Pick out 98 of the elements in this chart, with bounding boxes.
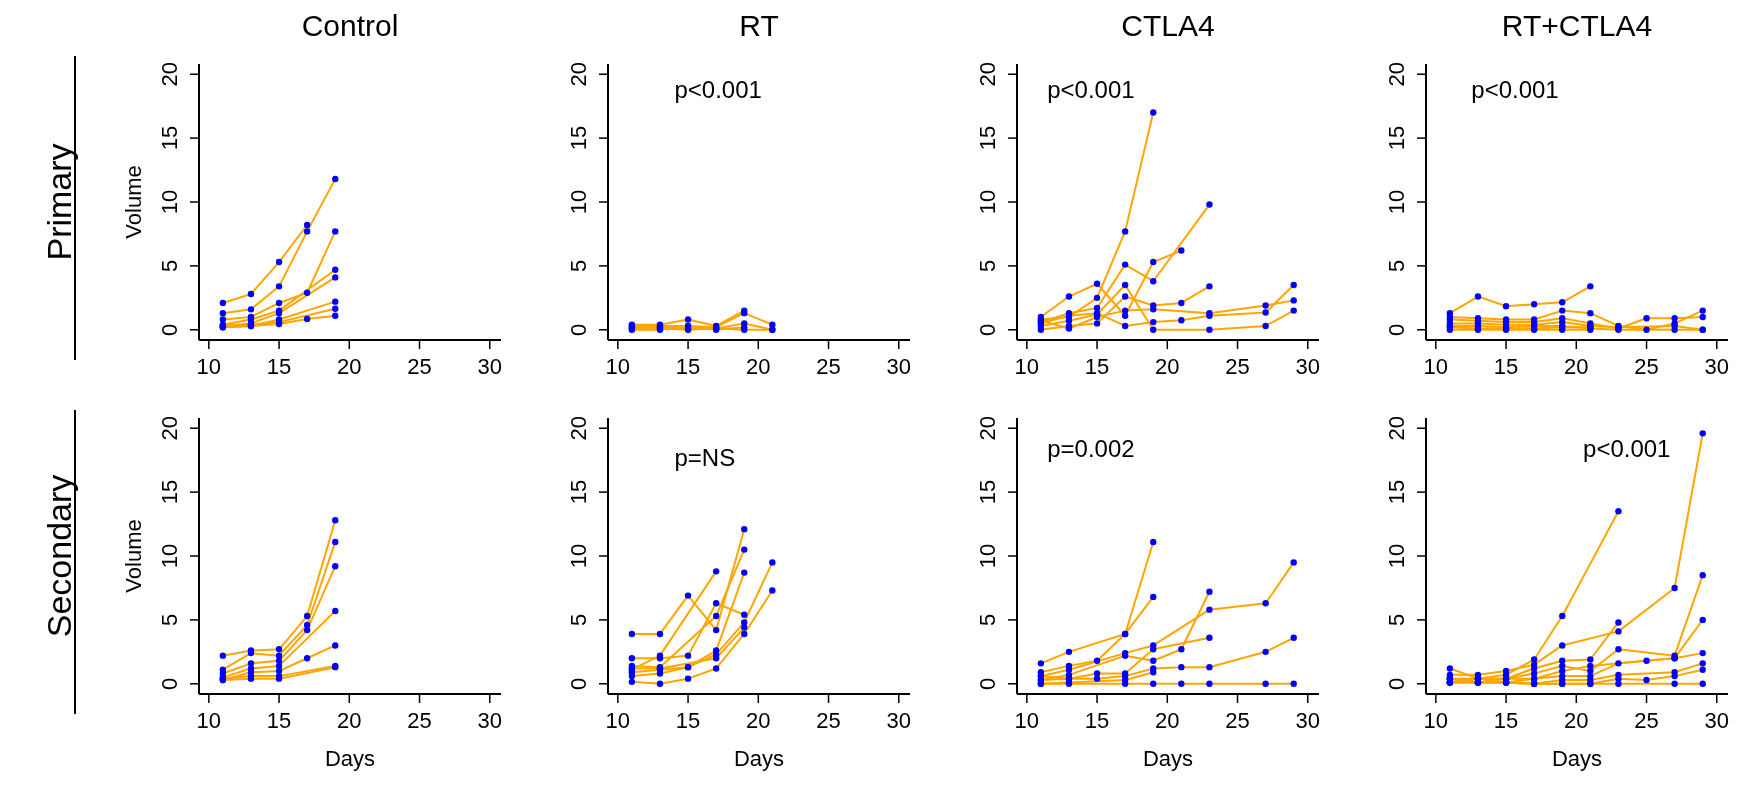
y-tick-label: 15 bbox=[1384, 479, 1409, 505]
y-axis-title: Volume bbox=[121, 519, 146, 593]
y-tick-label: 15 bbox=[157, 479, 182, 505]
x-tick-label: 30 bbox=[1295, 354, 1321, 379]
y-tick-label: 10 bbox=[975, 189, 1000, 215]
y-tick-label: 5 bbox=[566, 259, 591, 273]
y-axis-title: Volume bbox=[121, 165, 146, 239]
y-tick-label: 0 bbox=[975, 323, 1000, 336]
annotation: p=0.002 bbox=[1047, 435, 1135, 463]
x-tick-label: 30 bbox=[1704, 708, 1730, 733]
y-tick-label: 10 bbox=[566, 189, 591, 215]
x-tick-label: 30 bbox=[886, 708, 912, 733]
x-tick-label: 30 bbox=[1295, 708, 1321, 733]
x-tick-label: 10 bbox=[196, 354, 222, 379]
x-tick-label: 30 bbox=[477, 708, 502, 733]
y-tick-label: 5 bbox=[1384, 613, 1409, 627]
x-tick-label: 20 bbox=[746, 708, 771, 733]
x-tick-label: 10 bbox=[1423, 708, 1449, 733]
x-tick-label: 30 bbox=[886, 354, 912, 379]
x-tick-label: 25 bbox=[1634, 354, 1659, 379]
y-tick-label: 5 bbox=[566, 613, 591, 627]
y-tick-label: 20 bbox=[157, 415, 182, 441]
y-tick-label: 5 bbox=[157, 259, 182, 273]
y-tick-label: 0 bbox=[566, 323, 591, 336]
x-tick-label: 15 bbox=[675, 354, 701, 379]
y-tick-label: 20 bbox=[975, 415, 1000, 441]
y-tick-label: 5 bbox=[975, 613, 1000, 627]
y-tick-label: 20 bbox=[566, 415, 591, 441]
y-tick-label: 5 bbox=[975, 259, 1000, 273]
y-tick-label: 0 bbox=[1384, 677, 1409, 690]
y-tick-label: 15 bbox=[975, 479, 1000, 505]
y-tick-label: 0 bbox=[1384, 323, 1409, 336]
x-tick-label: 20 bbox=[746, 354, 771, 379]
x-tick-label: 20 bbox=[337, 708, 362, 733]
x-tick-label: 20 bbox=[1564, 354, 1589, 379]
y-tick-label: 15 bbox=[1384, 125, 1409, 151]
x-tick-label: 10 bbox=[605, 354, 631, 379]
y-tick-label: 20 bbox=[1384, 415, 1409, 441]
chart-title: Control bbox=[301, 9, 399, 42]
text: Primary bbox=[40, 143, 78, 261]
x-tick-label: 10 bbox=[1014, 354, 1040, 379]
x-tick-label: 15 bbox=[675, 708, 701, 733]
x-tick-label: 10 bbox=[1014, 708, 1040, 733]
text: Secondary bbox=[40, 474, 78, 638]
x-axis-title: Days bbox=[733, 746, 785, 771]
y-tick-label: 5 bbox=[157, 613, 182, 627]
x-tick-label: 20 bbox=[1155, 354, 1180, 379]
y-tick-label: 0 bbox=[975, 677, 1000, 690]
annotation: p<0.001 bbox=[1583, 435, 1671, 463]
x-tick-label: 15 bbox=[1493, 708, 1519, 733]
y-tick-label: 5 bbox=[1384, 259, 1409, 273]
y-tick-label: 15 bbox=[975, 125, 1000, 151]
annotation: p<0.001 bbox=[1471, 75, 1559, 103]
x-tick-label: 25 bbox=[1634, 708, 1659, 733]
y-tick-label: 10 bbox=[157, 543, 182, 569]
x-axis-title: Days bbox=[1551, 746, 1603, 771]
y-tick-label: 20 bbox=[157, 61, 182, 87]
y-tick-label: 15 bbox=[157, 125, 182, 151]
x-tick-label: 25 bbox=[1225, 354, 1250, 379]
x-tick-label: 25 bbox=[816, 354, 841, 379]
annotation: p<0.001 bbox=[674, 75, 762, 103]
chart-title: RT bbox=[739, 9, 779, 42]
x-tick-label: 25 bbox=[1225, 708, 1250, 733]
x-tick-label: 15 bbox=[266, 354, 292, 379]
x-tick-label: 15 bbox=[1493, 354, 1519, 379]
y-tick-label: 20 bbox=[975, 61, 1000, 87]
x-tick-label: 20 bbox=[1155, 708, 1180, 733]
y-tick-label: 0 bbox=[566, 677, 591, 690]
y-tick-label: 20 bbox=[1384, 61, 1409, 87]
y-tick-label: 10 bbox=[975, 543, 1000, 569]
x-tick-label: 20 bbox=[1564, 708, 1589, 733]
x-tick-label: 10 bbox=[1423, 354, 1449, 379]
x-tick-label: 15 bbox=[1084, 354, 1110, 379]
y-tick-label: 15 bbox=[566, 479, 591, 505]
y-tick-label: 0 bbox=[157, 323, 182, 336]
x-tick-label: 10 bbox=[196, 708, 222, 733]
chart-title: CTLA4 bbox=[1121, 9, 1215, 42]
x-axis-title: Days bbox=[1142, 746, 1194, 771]
annotation: p<0.001 bbox=[1047, 75, 1135, 103]
x-tick-label: 10 bbox=[605, 708, 631, 733]
x-tick-label: 15 bbox=[1084, 708, 1110, 733]
x-tick-label: 25 bbox=[816, 708, 841, 733]
x-tick-label: 30 bbox=[1704, 354, 1730, 379]
y-tick-label: 10 bbox=[566, 543, 591, 569]
y-tick-label: 10 bbox=[157, 189, 182, 215]
annotation: p=NS bbox=[674, 443, 736, 471]
x-tick-label: 25 bbox=[407, 708, 432, 733]
x-tick-label: 25 bbox=[407, 354, 432, 379]
chart-title: RT+CTLA4 bbox=[1501, 9, 1653, 42]
x-tick-label: 20 bbox=[337, 354, 362, 379]
y-tick-label: 20 bbox=[566, 61, 591, 87]
x-tick-label: 30 bbox=[477, 354, 502, 379]
y-tick-label: 10 bbox=[1384, 543, 1409, 569]
x-tick-label: 15 bbox=[266, 708, 292, 733]
x-axis-title: Days bbox=[324, 746, 376, 771]
y-tick-label: 15 bbox=[566, 125, 591, 151]
y-tick-label: 10 bbox=[1384, 189, 1409, 215]
y-tick-label: 0 bbox=[157, 677, 182, 690]
